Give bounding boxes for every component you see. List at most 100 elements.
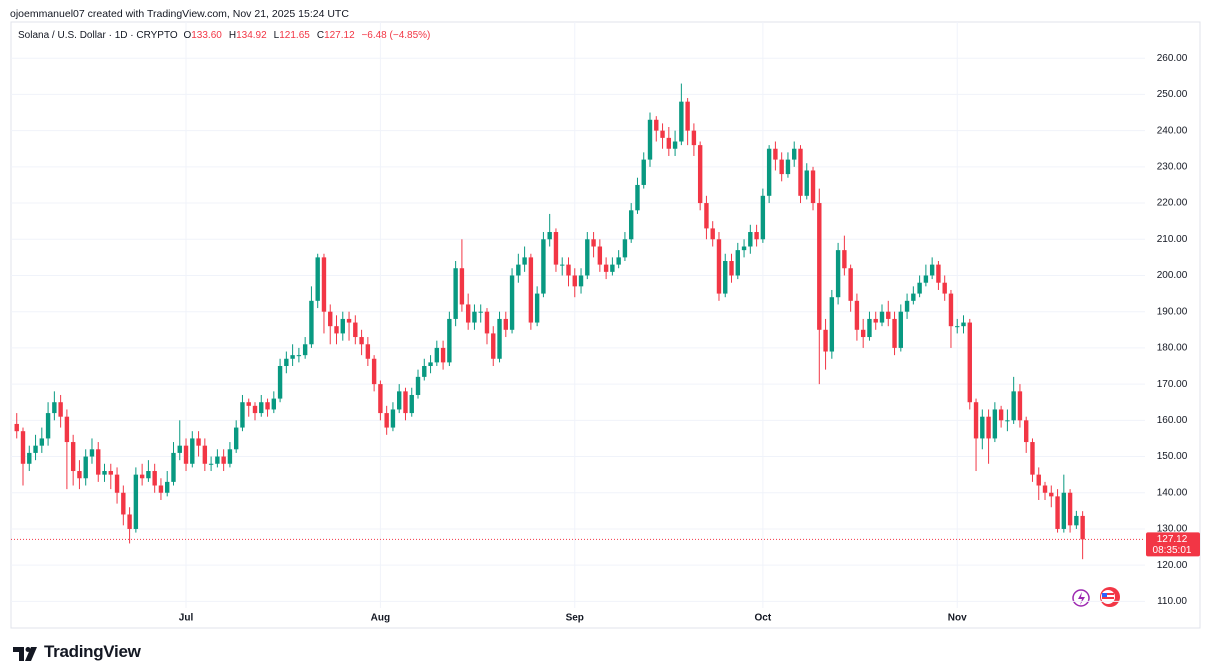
candle-body — [503, 318, 508, 330]
candle-body — [628, 210, 634, 240]
candle-body — [265, 402, 270, 410]
ohlc-key: C — [316, 30, 325, 41]
x-tick-label: Sep — [566, 613, 584, 624]
candle-body — [911, 293, 916, 301]
candle-body — [246, 402, 251, 406]
candle-body — [610, 264, 615, 272]
candle-body — [428, 362, 433, 367]
candle-body — [1036, 474, 1041, 486]
candle-body — [284, 358, 289, 367]
candle-body — [1049, 492, 1054, 497]
candle-body — [1024, 420, 1029, 443]
candle-body — [929, 264, 935, 276]
candle-body — [779, 159, 784, 175]
candle-body — [422, 366, 427, 377]
candle-body — [215, 456, 220, 464]
candle-body — [666, 137, 672, 149]
candle-body — [904, 300, 910, 312]
candle-body — [177, 445, 182, 453]
candle-body — [96, 449, 101, 475]
y-tick-label: 140.00 — [1157, 487, 1188, 498]
candle-body — [378, 384, 383, 414]
candle-body — [334, 326, 339, 334]
candle-body — [980, 416, 985, 439]
candle-body — [1055, 496, 1060, 529]
candle-body — [346, 318, 352, 323]
candle-body — [998, 409, 1004, 421]
y-tick-label: 180.00 — [1157, 343, 1188, 354]
toolbar-icons — [1072, 587, 1120, 607]
candle-body — [955, 326, 960, 328]
y-tick-label: 170.00 — [1157, 379, 1188, 390]
candle-body — [309, 300, 314, 345]
candle-body — [434, 347, 440, 363]
candle-body — [660, 130, 665, 138]
candle-body — [735, 250, 740, 276]
countdown-label: 08:35:01 — [1153, 545, 1192, 556]
candle-body — [33, 445, 38, 453]
y-tick-label: 200.00 — [1157, 270, 1188, 281]
candle-body — [484, 311, 490, 334]
candle-body — [465, 304, 471, 323]
candle-body — [1005, 420, 1010, 422]
candle-body — [240, 402, 245, 428]
candle-body — [1074, 515, 1079, 526]
y-tick-label: 150.00 — [1157, 451, 1188, 462]
candle-body — [973, 402, 979, 439]
candle-body — [453, 268, 458, 319]
candle-body — [227, 449, 233, 464]
candle-body — [133, 474, 139, 529]
candle-body — [641, 159, 646, 185]
candle-body — [45, 413, 51, 439]
candle-body — [553, 232, 559, 265]
candle-body — [961, 322, 966, 327]
y-tick-label: 240.00 — [1157, 125, 1188, 136]
candle-body — [20, 431, 26, 464]
candle-body — [221, 456, 226, 464]
candle-body — [39, 438, 45, 446]
candle-body — [716, 239, 722, 294]
ohlc-key: H — [228, 30, 237, 41]
candle-body — [848, 268, 853, 301]
x-tick-label: Nov — [948, 613, 967, 624]
candle-body — [58, 402, 63, 417]
candle-body — [478, 311, 483, 313]
candle-body — [102, 471, 107, 475]
candle-body — [27, 452, 32, 464]
candle-body — [403, 391, 408, 414]
candle-body — [516, 264, 521, 276]
candle-body — [986, 416, 991, 439]
candle-body — [528, 257, 534, 323]
candle-body — [353, 322, 358, 338]
candle-body — [14, 423, 19, 432]
candle-body — [1080, 515, 1085, 540]
candle-body — [522, 257, 527, 265]
candle-body — [723, 260, 728, 294]
ohlc-value: 127.12 — [324, 30, 355, 41]
candle-body — [854, 300, 860, 330]
candle-body — [654, 119, 659, 131]
candle-body — [108, 471, 113, 475]
candle-body — [296, 355, 302, 357]
candle-body — [842, 250, 847, 269]
candle-body — [647, 119, 653, 160]
legend: Solana / U.S. Dollar · 1D · CRYPTO O133.… — [18, 30, 434, 41]
candle-body — [415, 376, 421, 395]
ohlc-value: 133.60 — [191, 30, 222, 41]
candle-body — [967, 322, 972, 403]
candle-body — [697, 145, 703, 204]
candle-body — [171, 452, 176, 482]
candle-body — [766, 148, 772, 196]
candle-body — [1042, 485, 1048, 493]
candle-body — [754, 232, 759, 240]
candle-body — [290, 355, 295, 359]
candle-body — [114, 474, 120, 493]
candle-body — [923, 275, 929, 283]
candle-body — [397, 391, 402, 410]
candle-body — [597, 246, 603, 265]
candle-body — [635, 184, 640, 211]
candle-body — [202, 445, 208, 464]
candle-body — [233, 427, 239, 450]
candle-body — [566, 264, 571, 276]
